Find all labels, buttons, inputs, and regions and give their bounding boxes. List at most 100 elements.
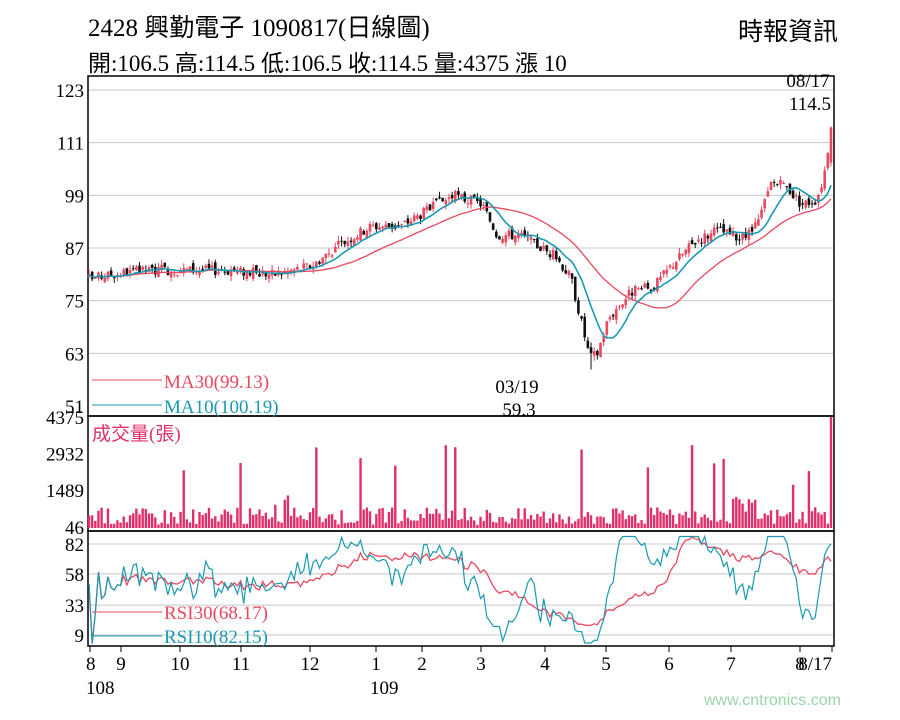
volume-bar	[656, 507, 659, 528]
volume-bar	[226, 511, 230, 528]
volume-bar	[220, 514, 223, 528]
volume-bar	[397, 523, 400, 528]
low-value-annotation: 59.3	[502, 400, 535, 421]
candle-body	[747, 229, 751, 240]
volume-bar	[435, 508, 438, 528]
volume-bar	[299, 515, 302, 528]
price-tick-label: 63	[65, 344, 84, 365]
candle-body	[239, 267, 242, 270]
candle-body	[485, 201, 489, 212]
candle-body	[453, 191, 457, 202]
candle-body	[232, 267, 236, 272]
volume-bar	[122, 516, 125, 528]
candle-body	[472, 194, 476, 198]
volume-bar	[394, 465, 397, 528]
candle-body	[176, 274, 179, 276]
volume-bar	[144, 508, 148, 528]
volume-bar	[649, 507, 653, 528]
volume-bar	[514, 518, 517, 528]
candle-body	[450, 194, 454, 199]
volume-bar	[384, 522, 387, 528]
candle-body	[633, 285, 637, 297]
volume-bar	[371, 524, 375, 528]
candle-body	[776, 183, 779, 185]
volume-bar	[375, 514, 378, 528]
price-tick-label: 87	[65, 239, 84, 260]
volume-bar	[551, 513, 555, 528]
volume-bar	[681, 515, 684, 528]
volume-bar	[706, 517, 710, 528]
candle-body	[488, 212, 492, 222]
volume-bar	[116, 520, 119, 528]
volume-bar	[166, 523, 170, 528]
candle-body	[501, 238, 504, 243]
candle-body	[750, 227, 754, 232]
price-tick-label: 111	[57, 134, 84, 155]
volume-bar	[454, 447, 457, 528]
candle-body	[561, 264, 564, 271]
candle-body	[318, 261, 321, 264]
rsi-panel-frame	[87, 530, 835, 647]
volume-bar	[523, 508, 526, 528]
volume-bar	[507, 523, 511, 528]
candle-body	[627, 289, 631, 296]
volume-bar	[349, 522, 353, 528]
volume-bar	[441, 519, 444, 528]
candle-body	[545, 245, 549, 252]
volume-bar	[583, 516, 586, 528]
candle-body	[706, 235, 710, 239]
volume-bar	[340, 510, 343, 528]
volume-bar	[318, 516, 321, 528]
volume-bar	[772, 523, 776, 528]
candle-body	[523, 230, 527, 236]
candle-body	[447, 197, 451, 200]
candle-body	[109, 270, 113, 277]
candle-body	[763, 199, 766, 209]
candle-body	[261, 271, 264, 275]
candle-body	[495, 231, 498, 238]
candle-body	[128, 269, 132, 274]
candle-body	[801, 203, 804, 205]
price-tick-label: 75	[65, 292, 84, 313]
candle-body	[229, 270, 233, 277]
volume-bar	[419, 513, 422, 528]
candle-body	[479, 199, 482, 207]
volume-bar	[823, 511, 826, 528]
candle-body	[712, 227, 716, 236]
volume-tick-label: 4375	[46, 408, 84, 429]
candle-body	[681, 253, 684, 256]
candle-body	[90, 271, 94, 280]
candle-body	[157, 266, 160, 277]
candle-body	[551, 250, 555, 260]
candle-body	[624, 299, 628, 306]
volume-bar	[387, 511, 391, 528]
candle-body	[466, 203, 470, 205]
month-label: 4	[540, 654, 550, 675]
volume-bar	[608, 523, 612, 528]
volume-bar	[233, 522, 236, 528]
volume-bar	[277, 521, 280, 528]
candle-body	[782, 183, 785, 185]
volume-bar	[447, 518, 451, 528]
candle-body	[580, 316, 583, 319]
candle-body	[112, 277, 116, 279]
candle-body	[668, 265, 672, 268]
volume-bar	[615, 508, 618, 528]
volume-bar	[147, 513, 151, 528]
volume-bar	[684, 511, 687, 528]
volume-bar	[817, 512, 820, 528]
candle-body	[375, 223, 378, 230]
volume-bar	[795, 522, 798, 528]
volume-bar	[605, 523, 609, 528]
candle-body	[106, 271, 110, 279]
volume-bar	[255, 514, 258, 528]
volume-panel-title: 成交量(張)	[92, 423, 181, 445]
high-value-annotation: 114.5	[789, 94, 831, 115]
volume-bar	[675, 523, 678, 528]
candle-body	[757, 219, 760, 226]
candle-body	[621, 304, 624, 308]
month-label: 3	[476, 654, 486, 675]
volume-bar	[97, 510, 100, 528]
candle-body	[532, 238, 536, 240]
